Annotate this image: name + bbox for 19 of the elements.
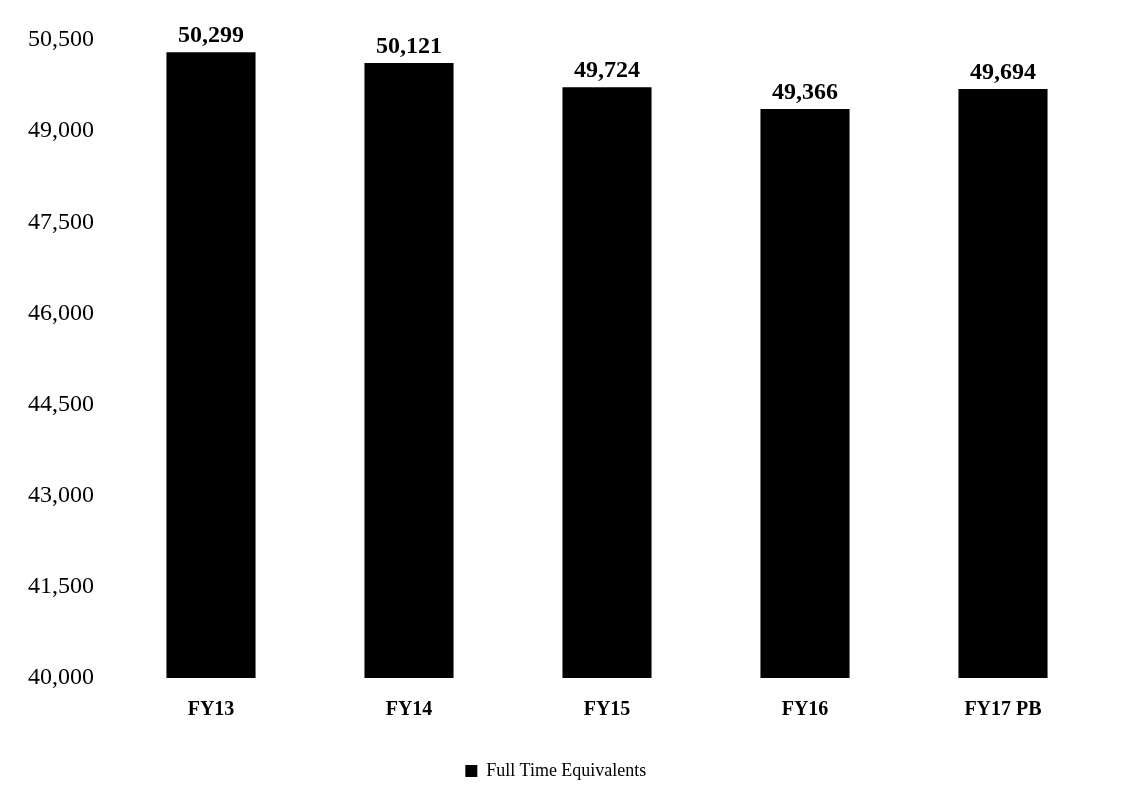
data-label: 49,724 xyxy=(574,56,640,83)
data-label: 49,366 xyxy=(772,78,838,105)
y-tick-label: 40,000 xyxy=(28,663,94,690)
y-tick-label: 49,000 xyxy=(28,116,94,143)
data-label: 50,121 xyxy=(376,32,442,59)
y-tick-label: 47,500 xyxy=(28,207,94,234)
y-tick-label: 43,000 xyxy=(28,481,94,508)
x-tick-label: FY14 xyxy=(385,697,433,720)
y-tick-label: 41,500 xyxy=(28,572,94,599)
y-tick-label: 50,500 xyxy=(28,25,94,52)
y-tick-label: 46,000 xyxy=(28,298,94,325)
y-tick-label: 44,500 xyxy=(28,389,94,416)
data-label: 50,299 xyxy=(178,21,244,48)
x-tick-label: FY16 xyxy=(781,697,829,720)
x-tick-label: FY17 PB xyxy=(964,697,1042,720)
x-tick-label: FY13 xyxy=(187,697,235,720)
legend-label: Full Time Equivalents xyxy=(486,759,647,780)
data-label: 49,694 xyxy=(970,58,1036,85)
x-tick-label: FY15 xyxy=(583,697,631,720)
